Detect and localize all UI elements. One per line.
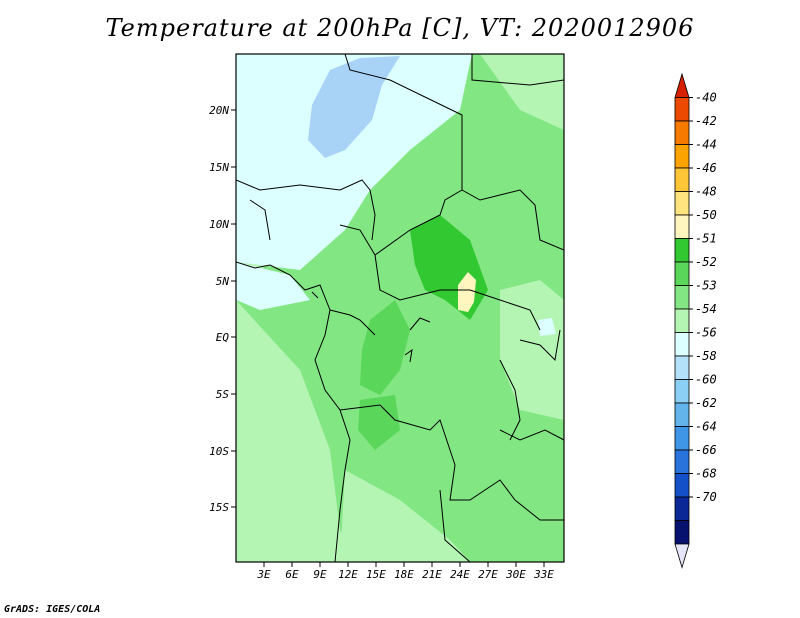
lon-axis: 3E 6E 9E 12E 15E 18E 21E 24E 27E 30E 33E	[256, 562, 554, 581]
lon-label-21e: 21E	[422, 568, 442, 581]
lon-label-9e: 9E	[313, 568, 327, 581]
lon-label-27e: 27E	[478, 568, 498, 581]
colorbar-swatch	[674, 426, 690, 451]
colorbar-swatch	[674, 261, 690, 286]
field-region-58-north	[308, 56, 400, 158]
colorbar-swatch	[674, 379, 690, 404]
colorbar-swatch	[674, 285, 690, 310]
lat-label-10s: 10S	[209, 445, 229, 458]
colorbar-swatch	[674, 191, 690, 216]
colorbar-top-arrow	[674, 72, 690, 98]
colorbar-swatch	[674, 496, 690, 521]
colorbar-label: -70	[695, 490, 717, 504]
map-frame	[235, 53, 565, 563]
colorbar-bottom-arrow	[674, 543, 690, 569]
field-region-54-southwest	[236, 300, 360, 562]
lat-label-15n: 15N	[209, 161, 229, 174]
field-region-52-angola	[358, 395, 400, 450]
colorbar-label: -66	[695, 443, 717, 457]
lon-label-6e: 6E	[285, 568, 299, 581]
lon-label-12e: 12E	[338, 568, 358, 581]
colorbar-label: -42	[695, 114, 717, 128]
colorbar-label: -54	[695, 302, 717, 316]
country-borders	[236, 54, 564, 562]
colorbar-label: -51	[695, 232, 717, 246]
colorbar-label: -64	[695, 420, 717, 434]
lon-label-24e: 24E	[450, 568, 470, 581]
colorbar-label: -56	[695, 326, 717, 340]
colorbar-swatch	[674, 520, 690, 545]
lon-label-18e: 18E	[394, 568, 414, 581]
colorbar-swatch	[674, 120, 690, 145]
lon-label-33e: 33E	[533, 568, 554, 581]
colorbar-swatch	[674, 144, 690, 169]
colorbar-swatch	[674, 214, 690, 239]
colorbar-swatch	[674, 308, 690, 333]
lon-label-30e: 30E	[505, 568, 526, 581]
colorbar-label: -68	[695, 467, 717, 481]
colorbar-swatch	[674, 332, 690, 357]
lat-label-20n: 20N	[209, 104, 229, 117]
temperature-field	[236, 54, 564, 562]
field-region-56-east-patch	[538, 318, 556, 336]
map-title: Temperature at 200hPa [C], VT: 202001290…	[105, 14, 695, 42]
lat-label-eq: EQ	[216, 331, 230, 344]
colorbar-swatch	[674, 167, 690, 192]
field-region-54-northeast	[480, 54, 564, 130]
colorbar-swatch	[674, 355, 690, 380]
colorbar-label: -58	[695, 349, 717, 363]
lat-label-5s: 5S	[216, 388, 230, 401]
field-region-54-east	[500, 280, 564, 420]
field-region-56-coast	[236, 262, 310, 310]
colorbar-label: -46	[695, 161, 717, 175]
field-region-54-south	[340, 470, 470, 562]
colorbar-label: -53	[695, 279, 717, 293]
colorbar-label: -60	[695, 373, 717, 387]
lon-label-3e: 3E	[256, 568, 271, 581]
grads-credit: GrADS: IGES/COLA	[4, 604, 101, 615]
colorbar-label: -52	[695, 255, 717, 269]
lat-label-5n: 5N	[216, 275, 230, 288]
lat-label-10n: 10N	[209, 218, 229, 231]
lon-label-15e: 15E	[366, 568, 386, 581]
lat-axis: 20N 15N 10N 5N EQ 5S 10S 15S	[209, 104, 236, 514]
field-region-51-patch	[458, 272, 476, 312]
lat-label-15s: 15S	[209, 501, 229, 514]
field-region-56-north	[236, 54, 472, 270]
colorbar-swatch	[674, 402, 690, 427]
colorbar-swatch	[674, 238, 690, 263]
colorbar-swatch	[674, 97, 690, 122]
colorbar-label: -50	[695, 208, 717, 222]
colorbar-label: -44	[695, 138, 717, 152]
colorbar-label: -62	[695, 396, 717, 410]
field-region-52-basin	[360, 300, 410, 395]
colorbar-swatch	[674, 473, 690, 498]
colorbar-label: -48	[695, 185, 717, 199]
colorbar-swatch	[674, 449, 690, 474]
colorbar: -40 -42 -44 -46 -48 -50 -51 -52 -53 -54 -56 -58 -60 -…	[674, 72, 717, 569]
colorbar-label: -40	[695, 91, 717, 105]
